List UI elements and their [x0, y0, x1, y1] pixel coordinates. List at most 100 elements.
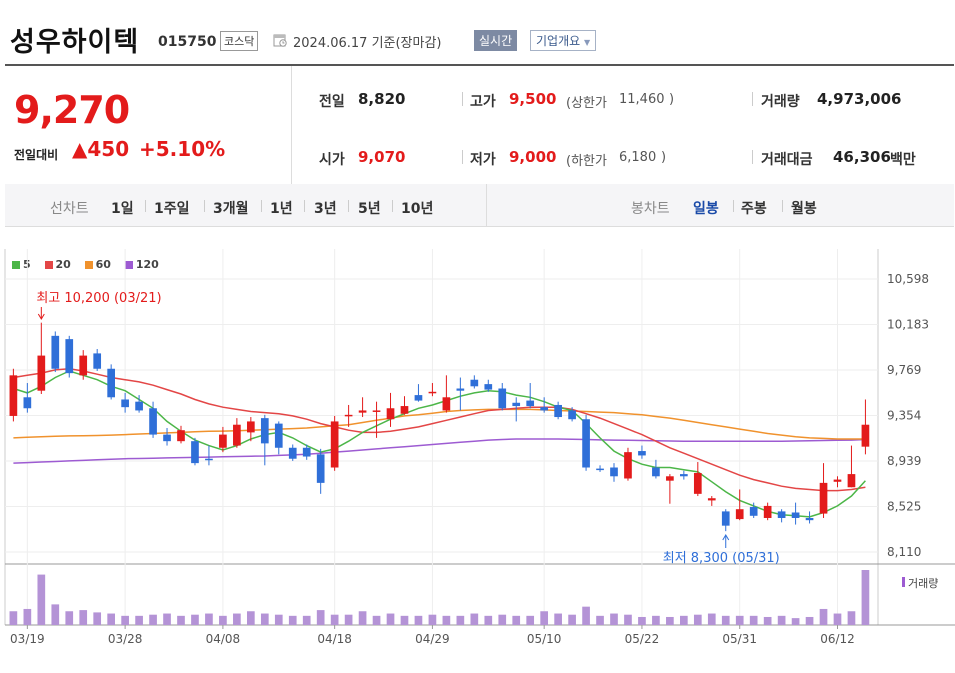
candle-body: [93, 353, 102, 369]
volume-bar: [749, 615, 758, 625]
candle-body: [288, 447, 297, 459]
company-overview-label: 기업개요: [536, 34, 581, 48]
low-annotation: 최저 8,300 (05/31): [663, 551, 780, 566]
divider: [392, 200, 393, 212]
volume-bar: [512, 615, 521, 625]
candle-weekly[interactable]: 주봉: [741, 201, 767, 217]
upper-limit-close: ): [669, 92, 675, 107]
candle-body: [246, 421, 255, 433]
volume-bar: [23, 608, 32, 625]
period-3y[interactable]: 3년: [314, 201, 337, 217]
volume-bar: [428, 614, 437, 625]
volume-bar: [205, 613, 213, 625]
period-selector: 선차트 1일 1주일 3개월 1년 3년 5년 10년 봉차트 일봉 주봉 월봉: [5, 184, 954, 227]
candle-body: [582, 419, 590, 468]
legend-text: 60: [95, 258, 111, 271]
candle-body: [735, 509, 744, 520]
candle-body: [847, 474, 856, 488]
amount-unit: 백만: [890, 152, 916, 168]
candle-body: [624, 452, 632, 479]
x-tick-label: 04/29: [415, 632, 450, 646]
chevron-down-icon: ▼: [584, 38, 591, 47]
volume-bar: [163, 613, 171, 625]
candle-body: [442, 397, 451, 411]
volume-legend-swatch: [902, 577, 905, 587]
candle-body: [596, 468, 604, 471]
y-tick-label: 10,183: [887, 318, 929, 332]
volume-bar: [791, 618, 800, 625]
high-label: 고가: [470, 94, 496, 110]
market-badge: 코스닥: [220, 31, 259, 51]
candle-body: [512, 402, 521, 407]
candle-daily[interactable]: 일봉: [693, 201, 719, 217]
volume-bar: [400, 615, 409, 625]
legend-ma120: 120: [124, 258, 159, 271]
candle-body: [121, 399, 129, 408]
volume-bar: [638, 616, 646, 625]
volume-bar: [79, 610, 88, 625]
open-label: 시가: [319, 152, 345, 168]
candle-body: [23, 397, 32, 409]
diff-percent: +5.10%: [139, 137, 226, 161]
lower-limit-close: ): [661, 150, 667, 165]
period-1w[interactable]: 1주일: [154, 201, 190, 217]
volume-bar: [191, 614, 199, 625]
candle-body: [721, 511, 730, 526]
volume-bar: [274, 614, 283, 625]
candle-body: [219, 434, 227, 448]
volume-bar: [735, 615, 744, 625]
candle-body: [749, 507, 758, 516]
x-tick-label: 03/28: [108, 632, 143, 646]
candle-body: [428, 391, 437, 394]
ma120-line: [13, 438, 866, 464]
volume-bar: [9, 611, 18, 625]
candle-body: [344, 414, 353, 417]
company-overview-dropdown[interactable]: 기업개요 ▼: [530, 30, 597, 51]
candle-body: [191, 441, 199, 464]
volume-bar: [135, 615, 143, 625]
chart-legend: 5 20 60 120: [12, 258, 169, 271]
volume-bar: [610, 613, 618, 625]
volume-bar: [596, 615, 604, 625]
volume-bar: [819, 608, 828, 625]
stock-header: 성우하이텍 015750 코스닥 2024.06.17 기준(장마감) 실시간 …: [0, 0, 955, 64]
line-chart-label: 선차트: [50, 201, 89, 217]
candle-body: [805, 517, 814, 521]
candle-body: [666, 476, 674, 481]
ma5-line: [13, 370, 866, 518]
candle-body: [680, 474, 688, 477]
candle-body: [456, 388, 465, 391]
volume-bar: [219, 615, 227, 625]
volume-bar: [372, 615, 381, 625]
volume-bar: [861, 570, 870, 625]
volume-bar: [652, 615, 660, 625]
candle-body: [274, 423, 283, 448]
candle-body: [79, 355, 88, 376]
volume-bar: [330, 614, 339, 625]
diff-label: 전일대비: [14, 148, 59, 162]
period-10y[interactable]: 10년: [401, 201, 434, 217]
candle-body: [107, 368, 115, 398]
period-1d[interactable]: 1일: [111, 201, 134, 217]
candle-chart-label: 봉차트: [631, 201, 670, 217]
period-1y[interactable]: 1년: [270, 201, 293, 217]
volume-bar: [316, 610, 325, 625]
volume-bar: [498, 614, 507, 625]
period-3m[interactable]: 3개월: [213, 201, 249, 217]
volume-bar: [302, 615, 311, 625]
legend-ma5: 5: [12, 258, 31, 271]
candle-body: [386, 408, 395, 420]
volume-bar: [568, 614, 576, 625]
x-tick-label: 03/19: [10, 632, 45, 646]
candle-monthly[interactable]: 월봉: [791, 201, 817, 217]
divider: [462, 150, 463, 164]
period-5y[interactable]: 5년: [358, 201, 381, 217]
volume-bar: [121, 615, 129, 625]
volume-bar: [680, 615, 688, 625]
legend-swatch: [124, 261, 133, 269]
volume-bar: [470, 613, 479, 625]
volume-bar: [177, 615, 185, 625]
realtime-button[interactable]: 실시간: [474, 30, 518, 51]
high-arrow-head: [37, 313, 45, 320]
volume-bar: [93, 612, 102, 625]
